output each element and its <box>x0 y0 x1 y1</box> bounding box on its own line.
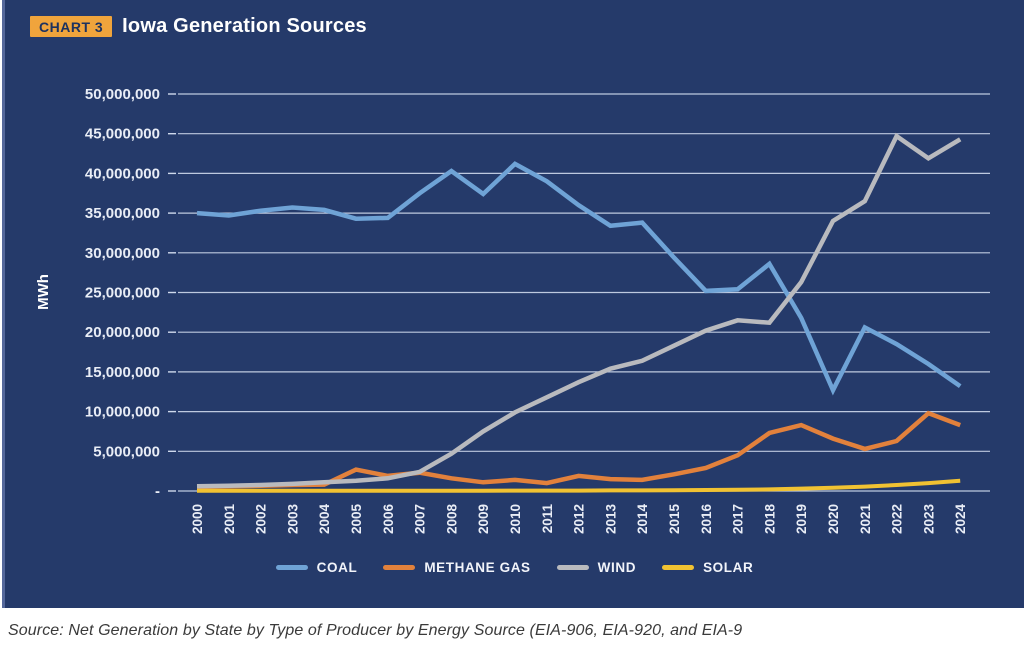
x-axis-label: 2016 <box>699 504 714 535</box>
y-gridline-group: 20,000,000 <box>85 324 990 341</box>
y-axis-label: 35,000,000 <box>85 205 160 222</box>
y-gridline-group: 15,000,000 <box>85 364 990 381</box>
x-axis-label: 2011 <box>540 504 555 534</box>
chart-header: CHART 3 Iowa Generation Sources <box>30 15 367 38</box>
x-axis-label: 2012 <box>572 504 587 534</box>
legend-label: SOLAR <box>703 560 754 575</box>
legend-swatch <box>383 565 416 570</box>
page-edge-strip <box>2 0 5 608</box>
x-axis-label: 2024 <box>953 504 968 535</box>
y-axis-label: 25,000,000 <box>85 285 160 302</box>
legend-swatch <box>275 565 308 570</box>
y-axis-label: 15,000,000 <box>85 364 160 381</box>
x-axis-label: 2003 <box>285 504 300 535</box>
y-axis-label: - <box>155 483 160 500</box>
legend: COAL METHANE GAS WIND SOLAR <box>5 560 1024 575</box>
y-axis-label: 30,000,000 <box>85 245 160 262</box>
chart-number-badge: CHART 3 <box>30 16 113 37</box>
legend-label: WIND <box>597 560 637 575</box>
y-gridline-group: 5,000,000 <box>93 443 990 460</box>
x-axis-label: 2000 <box>190 504 205 534</box>
x-axis-label: 2006 <box>381 504 396 535</box>
y-axis-label: 50,000,000 <box>85 86 160 103</box>
y-gridline-group: 40,000,000 <box>85 165 990 182</box>
coal-line <box>196 161 962 396</box>
x-axis-label: 2005 <box>349 504 364 535</box>
legend-item-coal: COAL <box>275 560 358 575</box>
legend-label: COAL <box>316 560 358 575</box>
legend-swatch <box>556 565 589 570</box>
x-axis-label: 2017 <box>731 504 746 534</box>
x-axis-label: 2022 <box>890 504 905 534</box>
x-axis-label: 2010 <box>508 504 523 534</box>
x-axis-label: 2020 <box>826 504 841 534</box>
x-axis-label: 2019 <box>794 504 809 534</box>
y-gridline-group: 45,000,000 <box>85 126 990 143</box>
chart-title: Iowa Generation Sources <box>122 15 367 37</box>
x-axis-label: 2007 <box>413 504 428 534</box>
y-gridline-group: 50,000,000 <box>85 86 990 103</box>
source-bar: Source: Net Generation by State by Type … <box>0 608 1024 650</box>
y-axis-label: 5,000,000 <box>93 443 160 460</box>
chart-card: CHART 3 Iowa Generation Sources 50,000,0… <box>5 0 1024 608</box>
legend-item-solar: SOLAR <box>662 560 753 575</box>
y-gridline-group: 10,000,000 <box>85 404 990 421</box>
x-axis-label: 2002 <box>254 504 269 534</box>
y-axis-label: 20,000,000 <box>85 324 160 341</box>
x-axis-label: 2004 <box>317 504 332 535</box>
chart-svg: 50,000,000 45,000,000 40,000,000 35,000,000… <box>35 86 990 535</box>
y-axis-label: 45,000,000 <box>85 126 160 143</box>
x-axis-label: 2008 <box>444 504 459 535</box>
x-axis-label: 2014 <box>635 504 650 535</box>
legend-swatch <box>662 565 695 570</box>
x-axis-label: 2018 <box>762 504 777 535</box>
y-axis-label: 40,000,000 <box>85 165 160 182</box>
y-gridline-group: 25,000,000 <box>85 285 990 302</box>
y-axis-unit-label: MWh <box>35 274 52 310</box>
legend-item-methane-gas: METHANE GAS <box>383 560 530 575</box>
legend-item-wind: WIND <box>556 560 637 575</box>
x-axis-label: 2009 <box>476 504 491 534</box>
y-axis-label: 10,000,000 <box>85 404 160 421</box>
solar-line <box>197 478 961 493</box>
wind-line <box>196 132 962 489</box>
legend-label: METHANE GAS <box>424 560 531 575</box>
x-axis-label: 2021 <box>858 504 873 535</box>
source-text: Source: Net Generation by State by Type … <box>8 622 743 639</box>
methane-gas-line <box>196 410 961 490</box>
x-axis-label: 2023 <box>921 504 936 535</box>
x-axis-label: 2001 <box>222 504 237 535</box>
y-gridline-group: 30,000,000 <box>85 245 990 262</box>
y-gridline-group: 35,000,000 <box>85 205 990 222</box>
x-axis-label: 2015 <box>667 504 682 535</box>
x-axis-label: 2013 <box>603 504 618 535</box>
